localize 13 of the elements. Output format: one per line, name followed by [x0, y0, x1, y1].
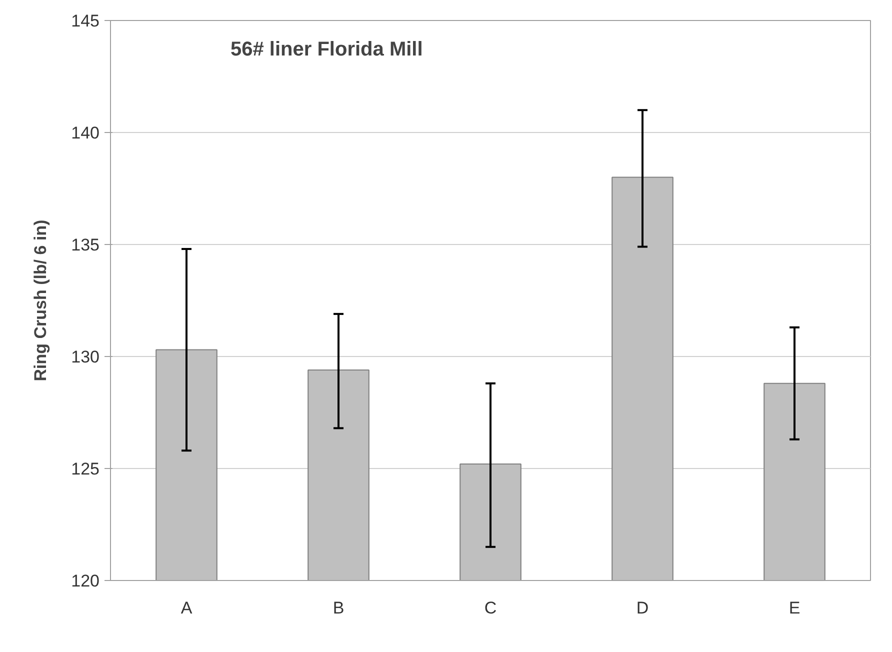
y-tick-label: 145 — [71, 12, 100, 30]
y-tick-label: 125 — [71, 460, 100, 478]
x-tick-label: E — [788, 598, 800, 618]
x-tick-label: C — [484, 598, 497, 618]
y-tick-label: 130 — [71, 348, 100, 366]
x-tick-label: D — [636, 598, 649, 618]
x-tick-label: B — [332, 598, 344, 618]
y-tick-label: 120 — [71, 572, 100, 590]
y-tick-label: 135 — [71, 236, 100, 254]
text: 56# liner Florida Mill — [230, 38, 423, 60]
x-tick-label: A — [180, 598, 193, 618]
y-axis-title: Ring Crush (lb/ 6 in) — [31, 220, 50, 382]
y-tick-label: 140 — [71, 124, 100, 142]
